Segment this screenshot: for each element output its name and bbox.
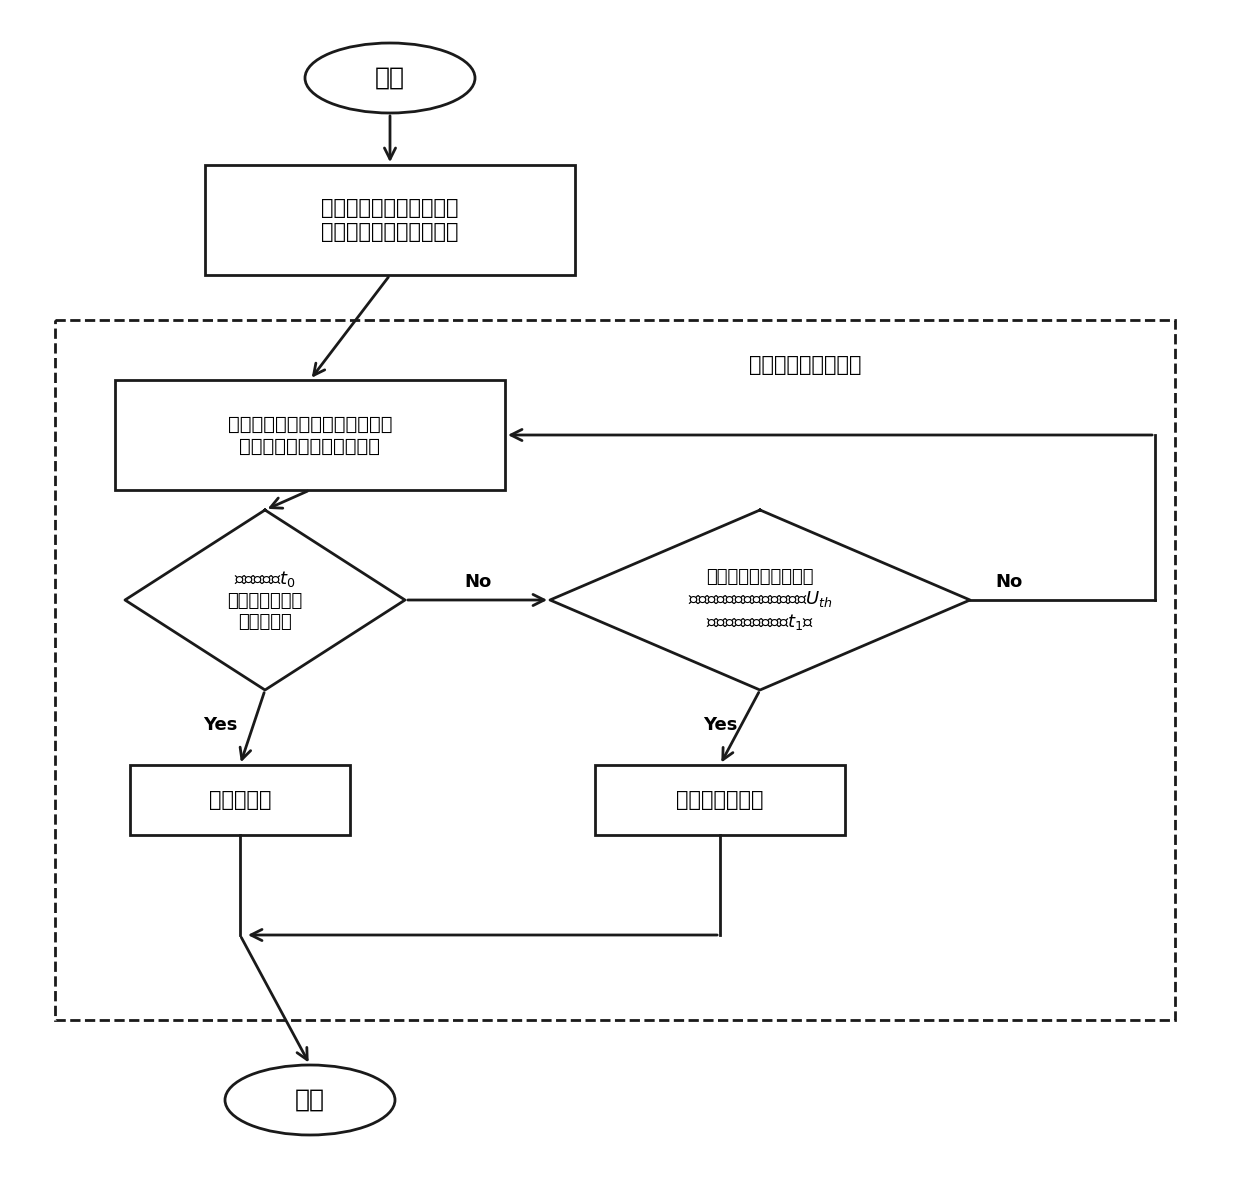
Text: Yes: Yes (203, 716, 237, 735)
Ellipse shape (305, 42, 475, 113)
Text: 反孤岛智能检测模块: 反孤岛智能检测模块 (749, 355, 862, 375)
Text: 处于反孤岛保护状态且
电压幅値绝对値高于阈値电压$U_{th}$
的累积时间达到时间$t_1$？: 处于反孤岛保护状态且 电压幅値绝对値高于阈値电压$U_{th}$ 的累积时间达到… (688, 568, 832, 632)
Text: 反孤岛保护: 反孤岛保护 (208, 790, 272, 810)
Text: No: No (464, 573, 491, 591)
Ellipse shape (224, 1065, 396, 1135)
FancyBboxPatch shape (595, 765, 844, 835)
Text: 解除反孤岛保护: 解除反孤岛保护 (676, 790, 764, 810)
FancyBboxPatch shape (130, 765, 350, 835)
FancyBboxPatch shape (205, 165, 575, 275)
Text: 开始: 开始 (374, 66, 405, 90)
Text: 由主动相位偏移扰动模块
向控制电路注入相角扰动: 由主动相位偏移扰动模块 向控制电路注入相角扰动 (321, 198, 459, 242)
Polygon shape (125, 511, 405, 690)
FancyBboxPatch shape (115, 380, 505, 490)
Polygon shape (551, 511, 970, 690)
Text: 采集公共连接点处的电压信号，
由锁相环得到电网频率信号: 采集公共连接点处的电压信号， 由锁相环得到电网频率信号 (228, 415, 392, 455)
Text: 结束: 结束 (295, 1088, 325, 1112)
Text: 频率在时间$t_0$
内持续超出电网
允许范围？: 频率在时间$t_0$ 内持续超出电网 允许范围？ (227, 569, 303, 631)
Text: No: No (994, 573, 1022, 591)
Text: Yes: Yes (703, 716, 738, 735)
